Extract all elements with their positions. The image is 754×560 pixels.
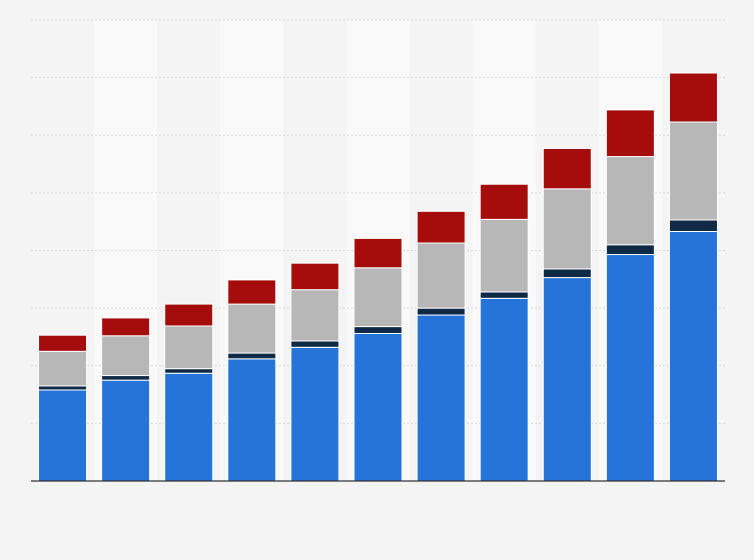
bar-stack — [605, 109, 655, 482]
bar-segment-series-2[interactable] — [101, 375, 151, 381]
bar-segment-series-1[interactable] — [479, 297, 529, 482]
bar-stack — [353, 237, 403, 482]
bar-segment-series-3[interactable] — [164, 325, 214, 370]
bar-segment-series-1[interactable] — [290, 346, 340, 482]
bar-segment-series-2[interactable] — [164, 368, 214, 374]
bar-stack — [416, 210, 466, 482]
bar-segment-series-3[interactable] — [290, 289, 340, 342]
bar-stack — [668, 72, 718, 482]
bar-segment-series-4[interactable] — [227, 279, 277, 305]
bar-segment-series-2[interactable] — [353, 326, 403, 334]
bar-segment-series-1[interactable] — [353, 332, 403, 482]
bar-segment-series-1[interactable] — [542, 277, 592, 482]
bar-segment-series-4[interactable] — [416, 210, 466, 244]
bar-segment-series-4[interactable] — [479, 183, 529, 220]
bar-segment-series-4[interactable] — [164, 303, 214, 327]
bar-segment-series-2[interactable] — [38, 385, 88, 391]
bar-segment-series-4[interactable] — [290, 262, 340, 291]
bar-segment-series-4[interactable] — [605, 109, 655, 158]
bar-stack — [164, 303, 214, 482]
bar-segment-series-2[interactable] — [227, 352, 277, 360]
bar-segment-series-3[interactable] — [542, 188, 592, 270]
bar-segment-series-3[interactable] — [416, 242, 466, 309]
bar-segment-series-3[interactable] — [38, 350, 88, 387]
bar-segment-series-1[interactable] — [416, 314, 466, 482]
bar-segment-series-1[interactable] — [164, 372, 214, 482]
bar-segment-series-3[interactable] — [479, 218, 529, 293]
bar-segment-series-3[interactable] — [227, 303, 277, 354]
bar-segment-series-2[interactable] — [416, 307, 466, 316]
bar-segment-series-1[interactable] — [668, 230, 718, 482]
bar-stack — [542, 148, 592, 482]
bar-segment-series-2[interactable] — [542, 268, 592, 279]
bar-segment-series-2[interactable] — [290, 340, 340, 348]
bar-segment-series-3[interactable] — [605, 156, 655, 246]
bar-stack — [227, 279, 277, 482]
bar-stack — [479, 183, 529, 482]
bar-segment-series-2[interactable] — [605, 244, 655, 256]
bar-segment-series-3[interactable] — [668, 121, 718, 221]
bar-stack — [101, 317, 151, 482]
bar-segment-series-4[interactable] — [353, 237, 403, 269]
bar-segment-series-2[interactable] — [668, 219, 718, 232]
bar-segment-series-4[interactable] — [101, 317, 151, 337]
bar-stack — [290, 262, 340, 482]
bar-segment-series-4[interactable] — [668, 72, 718, 123]
bar-segment-series-1[interactable] — [38, 389, 88, 482]
bar-segment-series-1[interactable] — [101, 379, 151, 482]
bar-stack — [38, 334, 88, 482]
bar-segment-series-3[interactable] — [101, 335, 151, 377]
bar-segment-series-1[interactable] — [605, 254, 655, 482]
bar-segment-series-3[interactable] — [353, 267, 403, 328]
bar-segment-series-2[interactable] — [479, 291, 529, 299]
bar-segment-series-4[interactable] — [542, 148, 592, 190]
bar-segment-series-4[interactable] — [38, 334, 88, 352]
bar-segment-series-1[interactable] — [227, 358, 277, 482]
bar-stacks — [38, 72, 718, 482]
